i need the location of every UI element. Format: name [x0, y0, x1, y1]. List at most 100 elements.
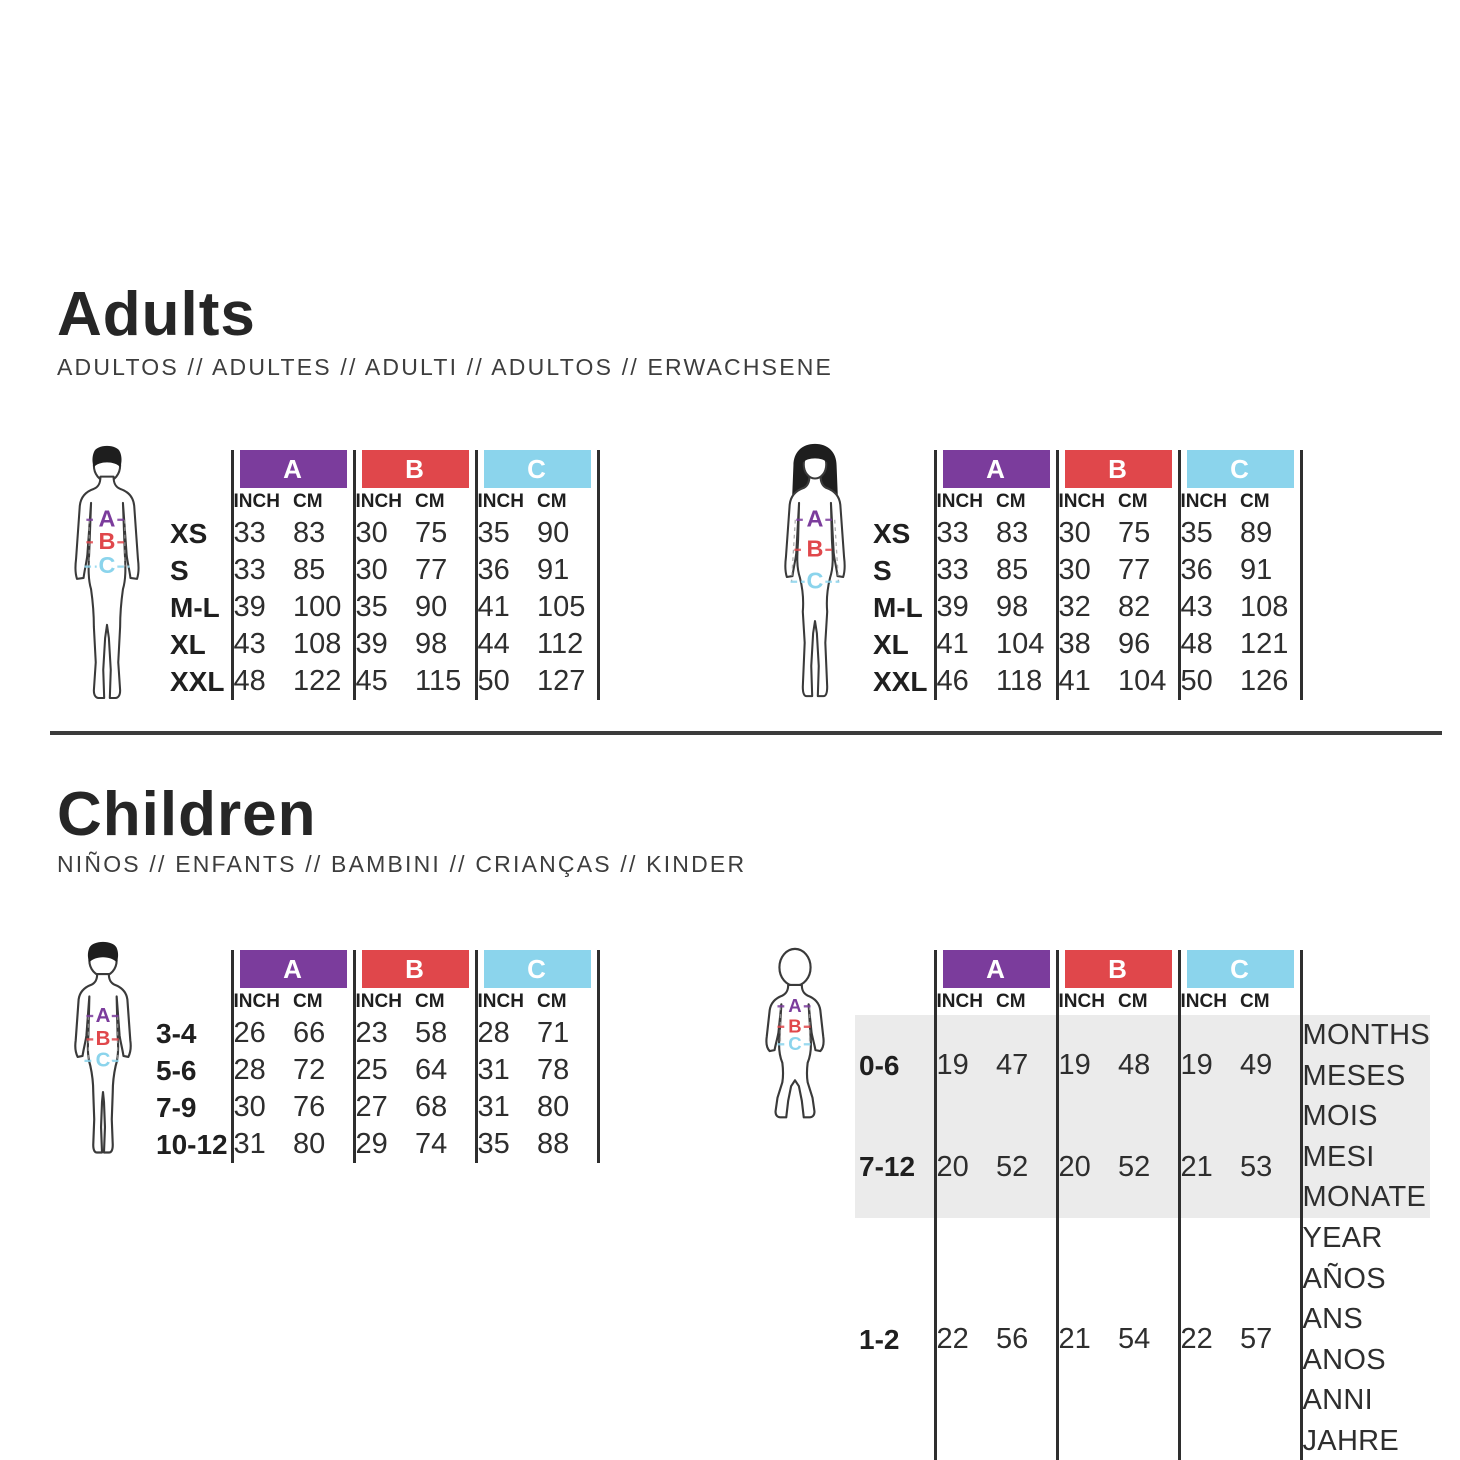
value-inch: 36	[474, 552, 537, 589]
value-cm: 49	[1240, 1015, 1303, 1117]
size-row-XXL: XXL 46 118 41 104 50 126	[869, 663, 1303, 700]
child-table: A B C INCH CM INCH CM INCH CM 3-4 26 66 23 58 28 71 5-6 2…	[152, 950, 600, 1163]
value-inch: 43	[230, 626, 293, 663]
group-header-b: B	[352, 450, 476, 488]
measure-letter-b: B	[807, 535, 824, 561]
adults-women-size-table: A B C INCH CM INCH CM INCH CM XS 33 83 30 75 35 89 S 33 85…	[869, 450, 1303, 700]
section-divider	[50, 731, 1442, 735]
measure-letter-a: A	[807, 505, 824, 531]
value-inch: 41	[1055, 663, 1118, 700]
group-header-a: A	[230, 450, 354, 488]
value-inch: 30	[1055, 515, 1118, 552]
value-cm: 122	[293, 665, 342, 697]
value-inch: 50	[474, 663, 537, 700]
value-inch: 32	[1055, 589, 1118, 626]
unit-header-cm: CM	[996, 490, 1026, 512]
units-header-row: INCH CM INCH CM INCH CM	[869, 488, 1303, 515]
size-label: S	[170, 554, 189, 586]
size-row-XL: XL 41 104 38 96 48 121	[869, 626, 1303, 663]
units-header-row: INCH CM INCH CM INCH CM	[166, 488, 600, 515]
group-header-a: A	[933, 950, 1057, 988]
value-cm: 105	[537, 589, 600, 626]
adults-men-size-table: A B C INCH CM INCH CM INCH CM XS 33 83 30 75 35 90 S 33 85…	[166, 450, 600, 700]
value-inch: 43	[1177, 589, 1240, 626]
size-label: XXL	[873, 665, 928, 697]
size-label: 0-6	[855, 1015, 935, 1117]
value-cm: 54	[1118, 1323, 1151, 1356]
size-row-S: S 33 85 30 77 36 91	[869, 552, 1303, 589]
value-cm: 75	[1118, 517, 1151, 549]
corner-cell	[166, 488, 232, 515]
value-inch: 41	[474, 589, 537, 626]
value-cm: 48	[1118, 1015, 1179, 1117]
size-label: XL	[873, 628, 909, 660]
value-inch: 28	[230, 1052, 293, 1089]
group-header-b: B	[1055, 450, 1179, 488]
group-bar-a: A	[942, 950, 1050, 988]
value-cm: 77	[415, 554, 448, 586]
size-label: 7-9	[156, 1091, 197, 1123]
measure-letter-b: B	[96, 1027, 111, 1050]
group-bar-a: A	[942, 450, 1050, 488]
unit-header-inch: INCH	[1055, 988, 1118, 1015]
value-inch: 48	[1177, 626, 1240, 663]
units-header-row: INCH CM INCH CM INCH CM	[152, 988, 600, 1015]
value-cm: 52	[1118, 1116, 1179, 1218]
value-cm: 74	[415, 1128, 448, 1160]
unit-header-inch: INCH	[1177, 988, 1240, 1015]
unit-header-inch: INCH	[352, 988, 415, 1015]
value-inch: 33	[230, 552, 293, 589]
value-cm: 53	[1240, 1116, 1303, 1218]
value-inch: 33	[230, 515, 293, 552]
unit-header-cm: CM	[537, 488, 600, 515]
group-bar-c: C	[483, 950, 591, 988]
group-bar-c: C	[1186, 450, 1294, 488]
value-cm: 80	[293, 1128, 326, 1160]
corner-cell	[152, 988, 232, 1015]
adult_male-table: A B C INCH CM INCH CM INCH CM XS 33 83 30 75 35 90 S 33 85…	[166, 450, 600, 700]
corner-cell	[869, 488, 935, 515]
notes-column-header	[1301, 988, 1430, 1015]
value-inch: 20	[933, 1116, 996, 1218]
group-header-c: C	[1177, 950, 1303, 988]
group-bar-a: A	[239, 950, 347, 988]
unit-header-inch: INCH	[1177, 488, 1240, 515]
value-inch: 25	[352, 1052, 415, 1089]
man-body-outline	[74, 475, 140, 700]
measure-letter-b: B	[788, 1016, 801, 1037]
note-line: MESES	[1302, 1059, 1406, 1092]
note-line: MONTHS	[1302, 1019, 1430, 1051]
adults-section-subtitle: ADULTOS // ADULTES // ADULTI // ADULTOS …	[57, 354, 834, 380]
group-bar-c: C	[483, 450, 591, 488]
measure-letter-a: A	[99, 505, 116, 531]
size-label: XS	[170, 517, 208, 549]
unit-header-cm: CM	[996, 990, 1026, 1012]
measure-letter-c: C	[788, 1033, 801, 1054]
unit-header-inch: INCH	[230, 988, 293, 1015]
value-inch: 22	[1177, 1217, 1240, 1460]
baby-size-table: A B C INCH CM INCH CM INCH CM 0-6 19 47 19 48 19 49 MONT…	[855, 950, 1430, 1460]
value-cm: 64	[415, 1054, 448, 1086]
unit-header-inch: INCH	[474, 988, 537, 1015]
units-header-row: INCH CM INCH CM INCH CM	[855, 988, 1430, 1015]
woman-figure: A B C	[784, 443, 846, 698]
unit-header-inch: INCH	[1055, 488, 1118, 515]
value-cm: 121	[1240, 626, 1303, 663]
value-cm: 96	[1118, 628, 1151, 660]
value-cm: 71	[537, 1015, 600, 1052]
value-cm: 85	[996, 554, 1029, 586]
value-inch: 41	[933, 626, 996, 663]
value-cm: 66	[293, 1017, 326, 1049]
age-unit-note-months: MONTHS MESES MOIS MESI MONATE	[1301, 1015, 1430, 1218]
value-inch: 31	[474, 1052, 537, 1089]
size-row-M-L: M-L 39 100 35 90 41 105	[166, 589, 600, 626]
corner-cell	[855, 950, 935, 988]
age-unit-note-years: YEAR AÑOS ANS ANOS ANNI JAHRE	[1301, 1217, 1430, 1460]
value-cm: 98	[996, 591, 1029, 623]
value-inch: 28	[474, 1015, 537, 1052]
measure-letter-a: A	[788, 995, 801, 1016]
measure-letter-c: C	[99, 552, 116, 578]
group-header-a: A	[933, 450, 1057, 488]
unit-header-cm: CM	[1240, 988, 1303, 1015]
